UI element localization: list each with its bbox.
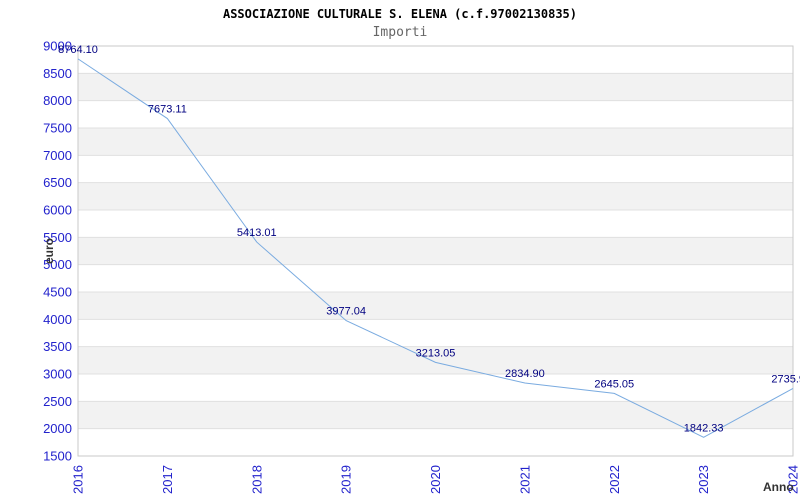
point-label: 2735.9 xyxy=(771,373,800,385)
x-tick-label: 2017 xyxy=(160,465,175,494)
chart-subtitle: Importi xyxy=(372,25,428,40)
x-tick-label: 2021 xyxy=(517,465,532,494)
y-tick-label: 2500 xyxy=(43,394,72,409)
x-tick-label: 2019 xyxy=(339,465,354,494)
grid-band xyxy=(78,292,793,320)
y-tick-label: 1500 xyxy=(43,449,72,464)
point-label: 8764.10 xyxy=(58,44,98,56)
x-tick-label: 2024 xyxy=(786,465,800,494)
point-label: 3977.04 xyxy=(326,306,366,318)
grid-band xyxy=(78,182,793,210)
grid-band xyxy=(78,237,793,265)
grid-band xyxy=(78,73,793,101)
point-label: 1842.33 xyxy=(684,422,724,434)
chart-title: ASSOCIAZIONE CULTURALE S. ELENA (c.f.970… xyxy=(222,7,577,21)
point-label: 2834.90 xyxy=(505,368,545,380)
grid-band xyxy=(78,346,793,374)
x-tick-label: 2016 xyxy=(71,465,86,494)
y-tick-label: 8500 xyxy=(43,66,72,81)
x-tick-label: 2020 xyxy=(428,465,443,494)
x-axis-title: Anno xyxy=(763,480,794,494)
y-tick-label: 3500 xyxy=(43,339,72,354)
y-tick-label: 7000 xyxy=(43,148,72,163)
y-tick-label: 6000 xyxy=(43,203,72,218)
grid-band xyxy=(78,128,793,156)
y-tick-label: 5500 xyxy=(43,230,72,245)
y-tick-label: 4500 xyxy=(43,285,72,300)
data-line xyxy=(77,58,794,438)
y-axis-title: euro xyxy=(42,237,56,265)
x-tick-label: 2023 xyxy=(696,465,711,494)
y-tick-label: 7500 xyxy=(43,121,72,136)
point-label: 7673.11 xyxy=(148,104,187,116)
y-tick-label: 4000 xyxy=(43,312,72,327)
y-tick-label: 3000 xyxy=(43,367,72,382)
point-label: 2645.05 xyxy=(594,378,634,390)
grid-band xyxy=(78,401,793,429)
y-tick-label: 5000 xyxy=(43,257,72,272)
y-tick-label: 6500 xyxy=(43,175,72,190)
y-tick-label: 9000 xyxy=(43,39,72,54)
x-tick-label: 2022 xyxy=(607,465,622,494)
x-tick-label: 2018 xyxy=(249,465,264,494)
y-tick-label: 2000 xyxy=(43,421,72,436)
plot-border xyxy=(77,45,794,457)
y-tick-label: 8000 xyxy=(43,93,72,108)
point-label: 3213.05 xyxy=(416,347,456,359)
point-label: 5413.01 xyxy=(237,227,277,239)
